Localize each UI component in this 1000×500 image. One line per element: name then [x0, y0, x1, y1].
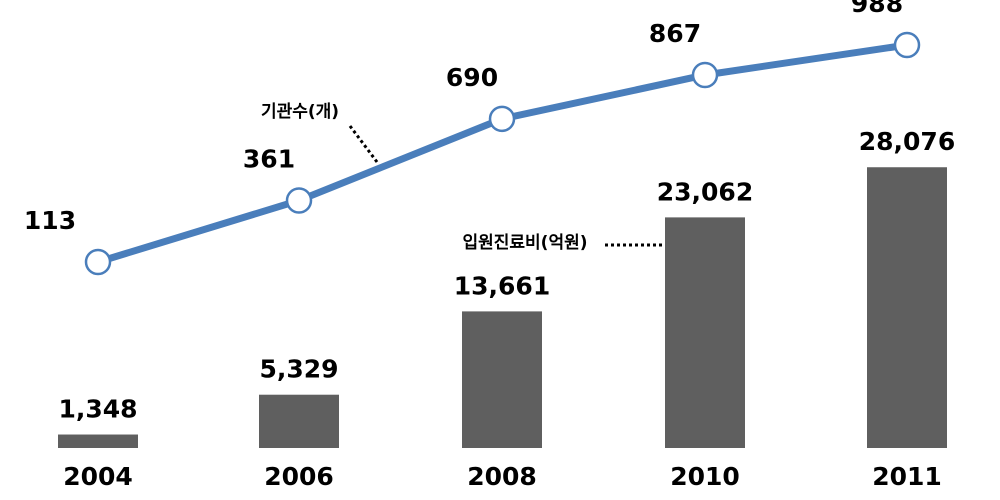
data-label: 690 [446, 63, 498, 92]
annotation-leader [348, 125, 379, 163]
data-label: 1,348 [58, 395, 137, 424]
line-marker [488, 105, 516, 133]
data-label: 867 [649, 19, 701, 48]
x-tick-label: 2006 [264, 462, 334, 491]
line-marker [84, 248, 112, 276]
bar [259, 394, 339, 448]
bar [665, 217, 745, 448]
bar [58, 434, 138, 448]
x-tick-label: 2010 [670, 462, 740, 491]
x-tick-label: 2004 [63, 462, 133, 491]
line-marker [285, 187, 313, 214]
line-marker [893, 31, 921, 59]
x-tick-label: 2011 [872, 462, 942, 491]
series-label: 입원진료비(억원) [462, 233, 587, 253]
data-label: 361 [243, 144, 295, 173]
bar [867, 167, 947, 449]
data-label: 28,076 [859, 127, 955, 156]
bar [462, 311, 542, 448]
data-label: 5,329 [259, 355, 338, 384]
data-label: 113 [24, 206, 76, 235]
data-label: 23,062 [657, 177, 753, 206]
x-tick-label: 2008 [467, 462, 537, 491]
line-marker [691, 61, 719, 89]
data-label: 13,661 [454, 271, 550, 300]
series-label: 기관수(개) [261, 102, 339, 122]
line [96, 41, 908, 266]
data-label: 988 [851, 0, 903, 18]
